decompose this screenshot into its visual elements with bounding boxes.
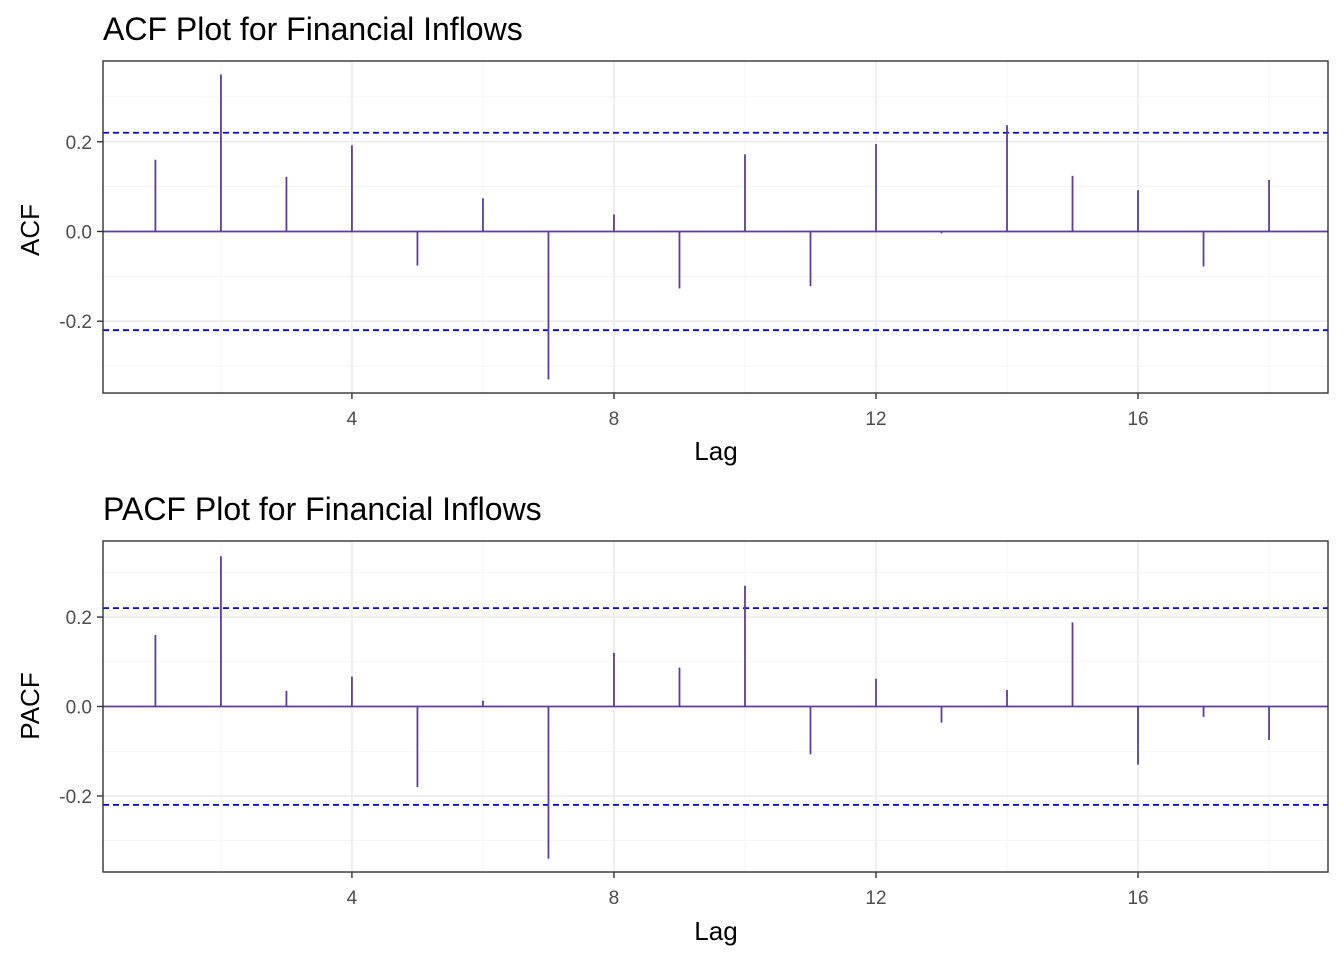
x-tick-label: 12: [865, 888, 886, 909]
chart-title: ACF Plot for Financial Inflows: [103, 11, 523, 47]
panel-border: [102, 60, 1329, 394]
confidence-bounds: [103, 131, 1328, 332]
x-tick-label: 16: [1127, 888, 1148, 909]
y-tick-label: 0.0: [66, 222, 92, 243]
y-axis-title: ACF: [15, 204, 45, 256]
x-tick-label: 4: [347, 409, 358, 430]
pacf-spikes: [154, 556, 1270, 859]
y-tick-label: -0.2: [59, 787, 92, 808]
x-tick-label: 4: [347, 888, 358, 909]
acf-chart: ACF Plot for Financial Inflows -0.2 0.0 0.…: [15, 11, 1329, 466]
axes: -0.2 0.0 0.2 4 8 12 16: [59, 60, 1329, 430]
y-tick-label: 0.0: [66, 698, 92, 719]
acf-spikes: [154, 74, 1270, 380]
x-axis-title: Lag: [694, 436, 737, 466]
x-tick-label: 12: [865, 409, 886, 430]
confidence-bounds: [103, 607, 1328, 806]
x-tick-label: 8: [609, 888, 620, 909]
x-axis-title: Lag: [694, 916, 737, 946]
chart-title: PACF Plot for Financial Inflows: [103, 491, 542, 527]
x-tick-label: 16: [1127, 409, 1148, 430]
y-tick-label: 0.2: [66, 608, 92, 629]
y-axis-title: PACF: [15, 672, 45, 739]
x-tick-label: 8: [609, 409, 620, 430]
axes: -0.2 0.0 0.2 4 8 12 16: [59, 540, 1329, 909]
y-tick-label: -0.2: [59, 312, 92, 333]
pacf-chart: PACF Plot for Financial Inflows -0.2 0.0 0…: [15, 491, 1329, 946]
y-tick-label: 0.2: [66, 133, 92, 154]
